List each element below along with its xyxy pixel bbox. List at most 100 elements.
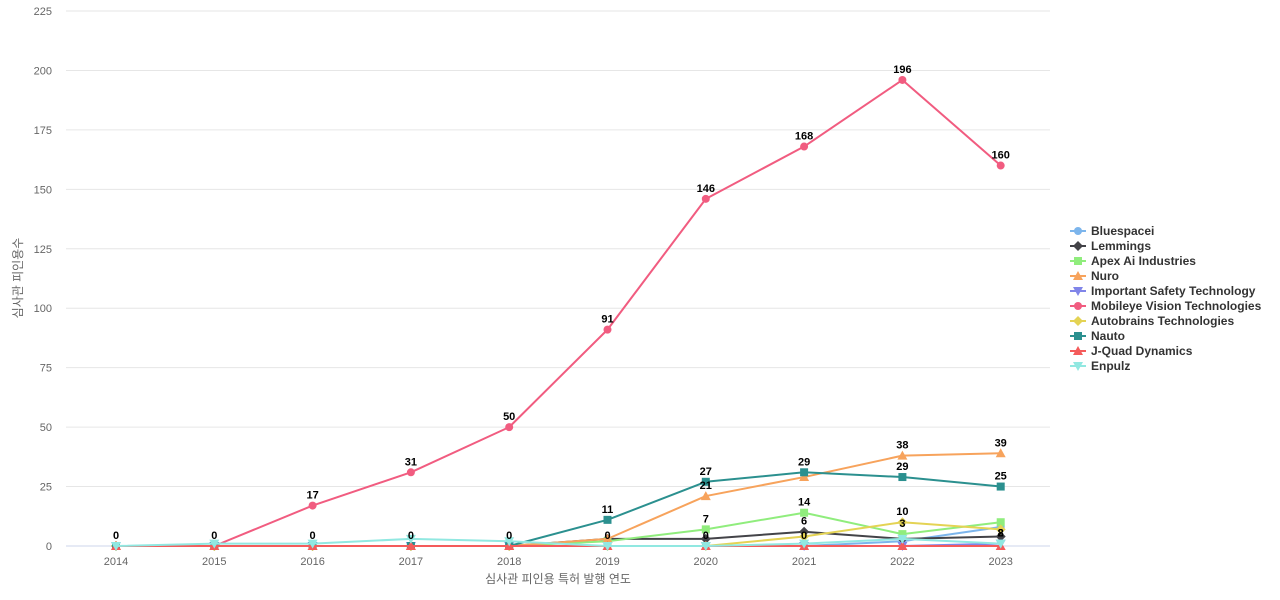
legend-label: Mobileye Vision Technologies — [1091, 299, 1262, 313]
data-point — [799, 531, 810, 542]
data-point — [700, 491, 711, 501]
x-tick-label: 2018 — [497, 556, 521, 568]
legend-symbol — [1073, 271, 1083, 280]
data-point — [308, 501, 317, 510]
data-point — [996, 161, 1005, 170]
legend-symbol — [1073, 346, 1083, 355]
data-point — [897, 450, 908, 460]
legend-item[interactable]: Nuro — [1070, 269, 1119, 283]
data-label: 29 — [798, 456, 810, 468]
legend-label: Bluespacei — [1091, 224, 1154, 238]
data-point — [995, 448, 1006, 458]
legend-label: J-Quad Dynamics — [1091, 344, 1193, 358]
data-label: 0 — [801, 530, 807, 542]
legend-item[interactable]: Enpulz — [1070, 359, 1130, 373]
data-point — [405, 541, 416, 550]
legend-item[interactable]: Autobrains Technologies — [1070, 314, 1234, 328]
legend-item[interactable]: Mobileye Vision Technologies — [1070, 299, 1262, 313]
data-point — [701, 194, 710, 203]
data-point — [995, 524, 1006, 535]
data-label: 91 — [601, 314, 613, 326]
data-point — [800, 142, 809, 151]
y-tick-label: 100 — [34, 303, 52, 315]
legend-item[interactable]: Nauto — [1070, 329, 1125, 343]
legend-symbol — [1074, 257, 1082, 265]
legend-label: Nuro — [1091, 269, 1119, 283]
data-point — [898, 75, 907, 84]
data-point — [406, 468, 415, 477]
data-label: 0 — [604, 530, 610, 542]
legend-item[interactable]: Bluespacei — [1070, 224, 1154, 238]
data-labels: 6 7 14 3 21 38 39 2 0 0 17 31 50 91 146 168 196 160 10 11 27… — [113, 64, 1010, 542]
x-tick-label: 2015 — [202, 556, 226, 568]
legend-symbol — [1073, 241, 1083, 251]
data-point — [898, 530, 907, 539]
x-tick-label: 2021 — [792, 556, 816, 568]
x-tick-label: 2014 — [104, 556, 128, 568]
data-point — [405, 534, 416, 544]
data-label: 160 — [992, 150, 1010, 162]
data-point — [799, 472, 810, 482]
data-point — [700, 533, 711, 544]
data-point — [701, 477, 710, 486]
legend-label: Nauto — [1091, 329, 1125, 343]
x-axis-title: 심사관 피인용 특허 발행 연도 — [485, 571, 631, 586]
legend-label: Autobrains Technologies — [1091, 314, 1234, 328]
x-tick-label: 2017 — [399, 556, 423, 568]
series-line — [115, 537, 1001, 547]
legend-label: Important Safety Technology — [1091, 284, 1256, 298]
data-label: 31 — [405, 456, 417, 468]
data-point — [897, 541, 908, 550]
x-tick-label: 2016 — [300, 556, 324, 568]
series-enpulz — [111, 534, 1006, 551]
data-label: 25 — [995, 471, 1007, 483]
data-point — [800, 508, 809, 517]
y-tick-label: 0 — [46, 541, 52, 553]
data-label: 0 — [211, 530, 217, 542]
data-label: 3 — [899, 518, 905, 530]
legend-item[interactable]: Important Safety Technology — [1070, 284, 1256, 298]
legend-symbol — [1074, 227, 1082, 235]
legend-symbol — [1073, 316, 1083, 326]
data-point — [603, 325, 612, 334]
data-label: 0 — [310, 530, 316, 542]
data-label: 146 — [697, 183, 715, 195]
series-nauto — [112, 468, 1005, 550]
data-point — [307, 539, 318, 549]
y-tick-label: 125 — [34, 244, 52, 256]
y-axis-title: 심사관 피인용수 — [11, 238, 25, 319]
legend-symbol — [1074, 302, 1082, 310]
data-label: 39 — [995, 437, 1007, 449]
data-point — [897, 534, 908, 544]
legend-item[interactable]: Apex Ai Industries — [1070, 254, 1196, 268]
y-tick-label: 175 — [34, 125, 52, 137]
legend-item[interactable]: Lemmings — [1070, 239, 1151, 253]
legend-symbol — [1073, 287, 1083, 296]
data-point — [800, 468, 809, 477]
legend-item[interactable]: J-Quad Dynamics — [1070, 344, 1193, 358]
data-label: 7 — [703, 513, 709, 525]
y-tick-label: 25 — [40, 482, 52, 494]
series-line — [116, 78, 1002, 547]
data-label: 11 — [602, 504, 614, 516]
data-point — [799, 539, 810, 549]
x-axis-ticks: 2014 2015 2016 2017 2018 2019 2020 2021 2022 2023 — [104, 556, 1013, 568]
data-label: 14 — [798, 497, 811, 509]
series-mobileye-vision-technologies — [112, 75, 1005, 550]
series-lemmings — [111, 526, 1006, 551]
x-tick-label: 2019 — [595, 556, 619, 568]
data-point — [898, 473, 907, 482]
data-label: 0 — [408, 530, 414, 542]
data-label: 29 — [896, 461, 908, 473]
data-label: 0 — [113, 530, 119, 542]
y-tick-label: 225 — [34, 6, 52, 18]
data-label: 168 — [795, 131, 813, 143]
data-point — [603, 515, 612, 524]
data-label: 196 — [893, 64, 911, 76]
x-tick-label: 2023 — [988, 556, 1012, 568]
legend-label: Enpulz — [1091, 359, 1130, 373]
legend-symbol — [1074, 332, 1082, 340]
legend-symbol — [1073, 362, 1083, 371]
series-line — [116, 471, 1001, 547]
